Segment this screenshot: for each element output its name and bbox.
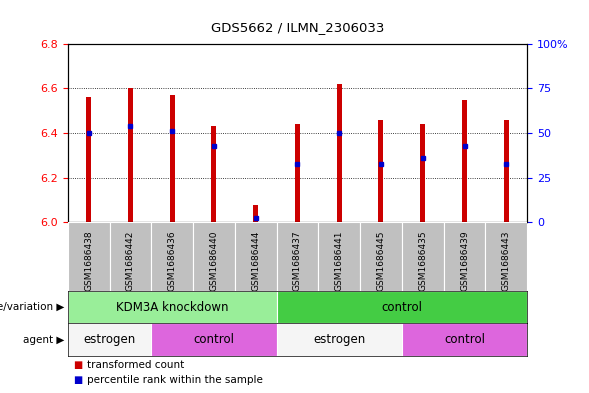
- Text: GSM1686438: GSM1686438: [84, 231, 93, 291]
- Bar: [68, 222, 110, 291]
- Text: KDM3A knockdown: KDM3A knockdown: [116, 301, 229, 314]
- Bar: [151, 323, 277, 356]
- Text: GSM1686445: GSM1686445: [376, 231, 385, 291]
- Bar: [360, 222, 402, 291]
- Text: GSM1686443: GSM1686443: [502, 231, 511, 291]
- Text: GSM1686440: GSM1686440: [210, 231, 219, 291]
- Text: control: control: [444, 333, 485, 346]
- Bar: [337, 84, 342, 222]
- Text: percentile rank within the sample: percentile rank within the sample: [87, 375, 263, 385]
- Text: estrogen: estrogen: [313, 333, 365, 346]
- Bar: [235, 222, 277, 291]
- Bar: [318, 222, 360, 291]
- Bar: [420, 124, 425, 222]
- Text: genotype/variation ▶: genotype/variation ▶: [0, 302, 65, 312]
- Text: GSM1686442: GSM1686442: [126, 231, 135, 291]
- Bar: [277, 323, 402, 356]
- Bar: [277, 291, 527, 323]
- Text: GSM1686436: GSM1686436: [168, 231, 177, 291]
- Bar: [110, 222, 151, 291]
- Text: agent ▶: agent ▶: [24, 334, 65, 345]
- Text: control: control: [381, 301, 422, 314]
- Text: GSM1686437: GSM1686437: [293, 231, 302, 291]
- Text: transformed count: transformed count: [87, 360, 184, 370]
- Bar: [485, 222, 527, 291]
- Bar: [253, 205, 258, 222]
- Bar: [211, 126, 216, 222]
- Text: GDS5662 / ILMN_2306033: GDS5662 / ILMN_2306033: [211, 21, 384, 34]
- Bar: [402, 323, 527, 356]
- Text: ■: ■: [74, 375, 83, 385]
- Bar: [68, 323, 151, 356]
- Text: GSM1686439: GSM1686439: [460, 231, 469, 291]
- Bar: [444, 222, 485, 291]
- Bar: [86, 97, 91, 222]
- Text: GSM1686441: GSM1686441: [335, 231, 344, 291]
- Bar: [277, 222, 318, 291]
- Bar: [68, 291, 277, 323]
- Bar: [295, 124, 300, 222]
- Bar: [128, 88, 133, 222]
- Bar: [402, 222, 444, 291]
- Bar: [462, 99, 467, 222]
- Text: estrogen: estrogen: [84, 333, 135, 346]
- Bar: [504, 119, 509, 222]
- Text: GSM1686435: GSM1686435: [418, 231, 427, 291]
- Text: ■: ■: [74, 360, 83, 370]
- Text: GSM1686444: GSM1686444: [251, 231, 260, 291]
- Bar: [151, 222, 193, 291]
- Bar: [379, 119, 383, 222]
- Text: control: control: [193, 333, 234, 346]
- Bar: [193, 222, 235, 291]
- Bar: [170, 95, 175, 222]
